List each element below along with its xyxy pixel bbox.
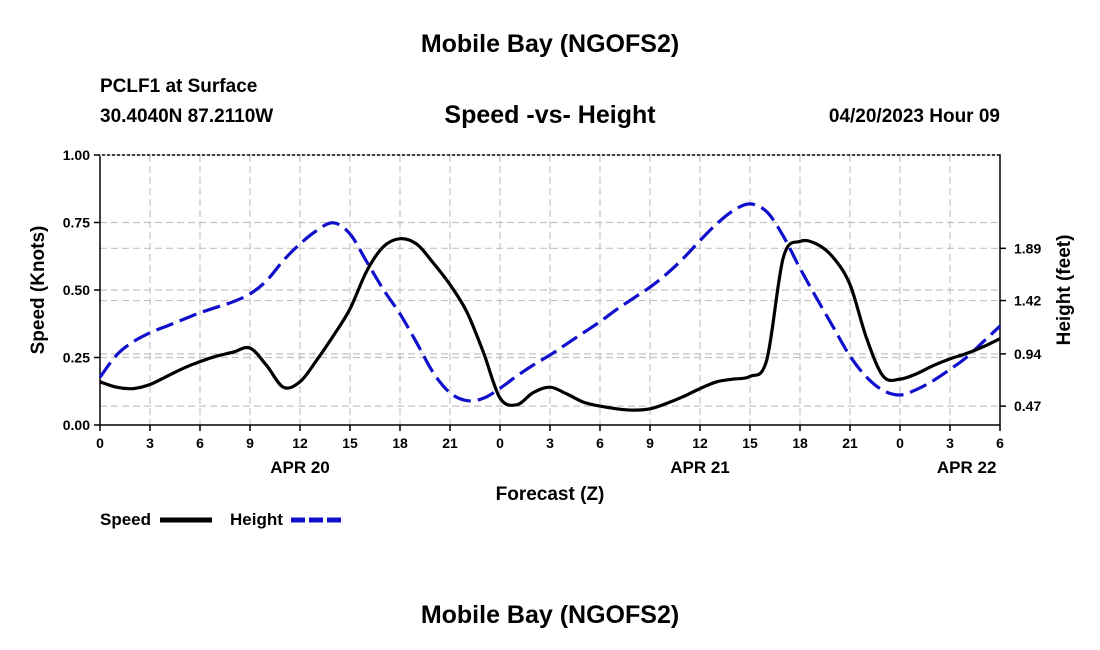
x-tick-label: 15 <box>742 435 758 451</box>
x-tick-label: 12 <box>292 435 308 451</box>
page-title-bottom: Mobile Bay (NGOFS2) <box>420 601 680 629</box>
y-axis-title: Speed (Knots) <box>28 226 49 355</box>
x-tick-label: 15 <box>342 435 358 451</box>
y-tick-label: 0.00 <box>63 417 90 433</box>
x-tick-label: 0 <box>896 435 904 451</box>
x-tick-label: 18 <box>392 435 408 451</box>
y-tick-label: 0.25 <box>63 350 90 366</box>
y-tick-label: 0.50 <box>63 282 90 298</box>
x-tick-label: 21 <box>442 435 458 451</box>
x-tick-label: 0 <box>96 435 104 451</box>
x-tick-label: 18 <box>792 435 808 451</box>
y-tick-label: 0.75 <box>63 215 90 231</box>
date-label: APR 20 <box>270 458 330 477</box>
chart-series <box>98 202 1002 412</box>
x-axis-title: Forecast (Z) <box>496 484 605 505</box>
y2-axis-title: Height (feet) <box>1054 235 1075 346</box>
x-tick-label: 6 <box>196 435 204 451</box>
x-tick-label: 3 <box>546 435 554 451</box>
y2-tick-label: 1.89 <box>1014 240 1041 256</box>
x-tick-label: 9 <box>646 435 654 451</box>
x-tick-label: 9 <box>246 435 254 451</box>
chart-legend: Speed Height <box>100 510 343 529</box>
x-tick-label: 12 <box>692 435 708 451</box>
station-coordinates: 30.4040N 87.2110W <box>100 106 274 127</box>
series-line-speed <box>99 237 1001 412</box>
plot-title: Speed -vs- Height <box>444 101 656 129</box>
station-label: PCLF1 at Surface <box>100 76 258 97</box>
page-title: Mobile Bay (NGOFS2) <box>420 30 680 58</box>
forecast-datetime: 04/20/2023 Hour 09 <box>828 106 1000 127</box>
chart-grid <box>100 155 1000 425</box>
y2-tick-label: 0.94 <box>1014 346 1041 362</box>
date-label: APR 22 <box>937 458 997 477</box>
x-tick-label: 0 <box>496 435 504 451</box>
y-tick-label: 1.00 <box>63 147 90 163</box>
legend-label-height: Height <box>230 510 283 529</box>
x-tick-label: 3 <box>146 435 154 451</box>
y2-tick-label: 1.42 <box>1014 293 1041 309</box>
x-tick-label: 6 <box>596 435 604 451</box>
x-tick-label: 3 <box>946 435 954 451</box>
x-tick-label: 21 <box>842 435 858 451</box>
x-tick-label: 6 <box>996 435 1004 451</box>
chart-axes: 0 3 6 9 12 15 18 21 0 3 6 9 12 15 18 21 0 3 6 APR 20 APR 21 A… <box>63 147 1042 477</box>
legend-label-speed: Speed <box>100 510 151 529</box>
date-label: APR 21 <box>670 458 730 477</box>
y2-tick-label: 0.47 <box>1014 398 1041 414</box>
series-line-height <box>98 202 1002 403</box>
